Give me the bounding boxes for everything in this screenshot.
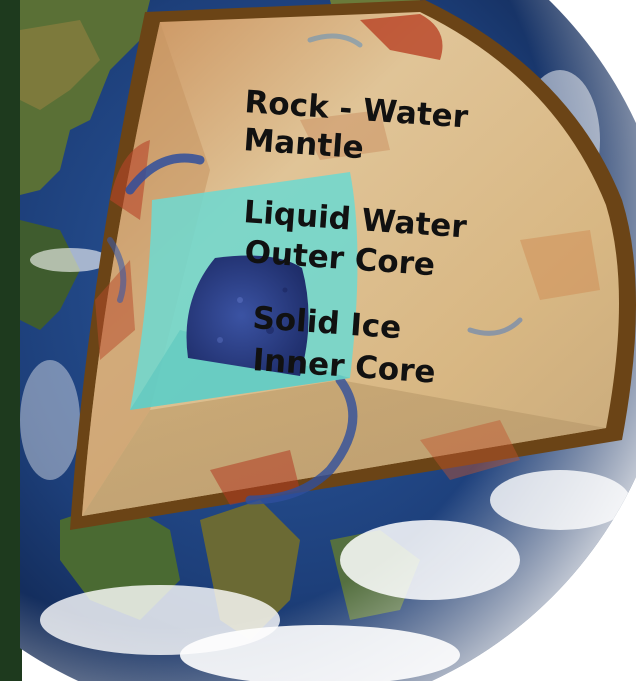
inner-core-layer bbox=[186, 255, 309, 376]
mantle-label-line-2: Mantle bbox=[242, 122, 365, 166]
left-edge-strip bbox=[0, 0, 22, 681]
cutaway-wedge bbox=[70, 0, 636, 530]
